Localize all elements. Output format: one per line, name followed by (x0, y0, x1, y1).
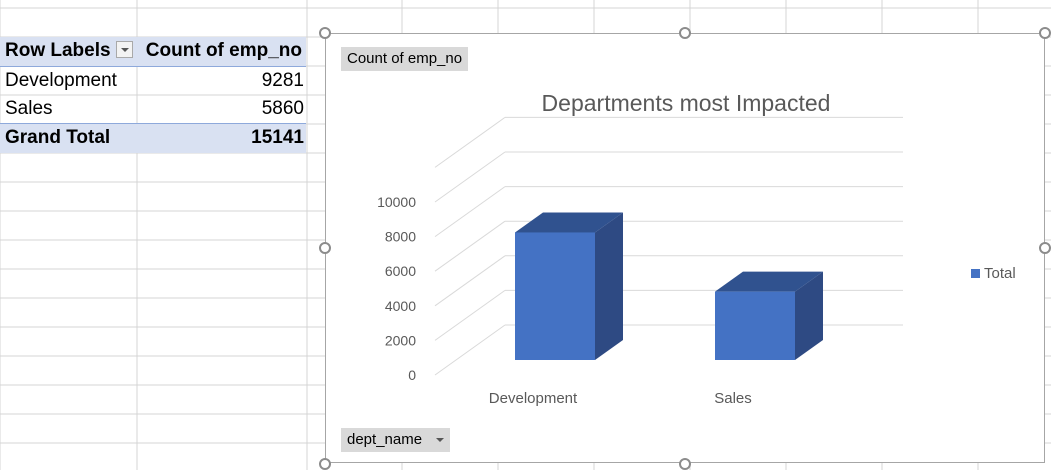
row-labels-filter-button[interactable] (116, 41, 133, 58)
value-field-header: Count of emp_no (145, 40, 302, 61)
legend-entry-total: Total (984, 265, 1016, 282)
resize-handle-middle-left[interactable] (319, 242, 331, 254)
pivot-row-label: Development (5, 70, 117, 91)
chart-title[interactable]: Departments most Impacted (541, 90, 831, 116)
grand-total-value: 15141 (251, 127, 304, 148)
pivot-row-label: Sales (5, 98, 53, 119)
resize-handle-top-left[interactable] (319, 27, 331, 39)
values-field-button-label: Count of emp_no (347, 50, 463, 67)
pivot-row-value: 9281 (261, 70, 304, 91)
pivot-row[interactable]: Sales 5860 (0, 95, 306, 124)
axis-field-button[interactable]: dept_name (341, 428, 451, 452)
legend-swatch (971, 269, 980, 278)
axis-field-button-label: dept_name (347, 431, 423, 448)
resize-handle-top-center[interactable] (679, 27, 691, 39)
chevron-down-icon (436, 438, 445, 443)
resize-handle-middle-right[interactable] (1039, 242, 1051, 254)
pivot-grand-total-row[interactable]: Grand Total 15141 (0, 123, 306, 153)
grand-total-label: Grand Total (5, 127, 111, 148)
resize-handle-bottom-center[interactable] (679, 458, 691, 470)
pivot-row[interactable]: Development 9281 (0, 67, 306, 96)
resize-handle-bottom-left[interactable] (319, 458, 331, 470)
resize-handle-top-right[interactable] (1039, 27, 1051, 39)
chart-legend[interactable]: Total (971, 265, 1016, 282)
pivot-header-row: Row Labels Count of emp_no (0, 37, 306, 67)
values-field-button[interactable]: Count of emp_no (341, 47, 469, 71)
pivot-row-value: 5860 (261, 98, 304, 119)
row-labels-header: Row Labels (5, 40, 111, 61)
